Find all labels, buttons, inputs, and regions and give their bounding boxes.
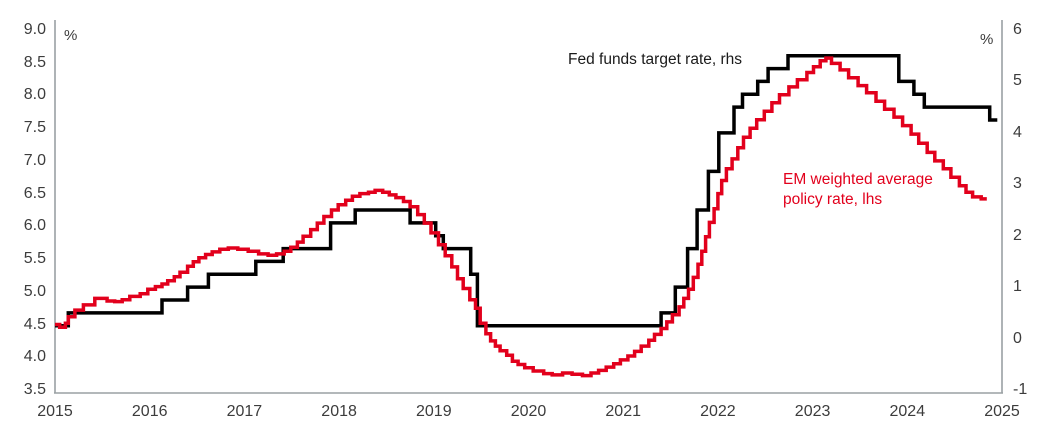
x-tick-2016: 2016: [131, 403, 168, 420]
y-left-tick-3.5: 3.5: [23, 381, 46, 398]
x-tick-2015: 2015: [37, 403, 73, 420]
x-tick-2017: 2017: [226, 403, 263, 420]
axes: [54, 20, 1003, 394]
legend-fed-funds: Fed funds target rate, rhs: [568, 51, 743, 68]
y-right-tick-6: 6: [1013, 21, 1022, 38]
x-tick-2018: 2018: [321, 403, 357, 420]
series-line-fed-funds: [55, 53, 998, 328]
x-tick-2024: 2024: [889, 403, 926, 420]
legend-em-policy-rate: EM weighted average policy rate, lhs: [783, 170, 933, 210]
legend-em-line2: policy rate, lhs: [783, 191, 883, 208]
y-right-tick-5: 5: [1013, 72, 1022, 90]
y-left-tick-5.5: 5.5: [23, 250, 46, 268]
y-right-tick-4: 4: [1013, 123, 1022, 141]
x-tick-2025: 2025: [984, 403, 1020, 420]
x-tick-2019: 2019: [416, 403, 452, 420]
y-right-tick--1: -1: [1013, 381, 1028, 398]
y-left-tick-8.0: 8.0: [23, 86, 46, 104]
y-right-tick-3: 3: [1013, 175, 1022, 193]
y-left-tick-8.5: 8.5: [23, 53, 46, 71]
y-left-tick-7.0: 7.0: [23, 151, 46, 169]
x-tick-2021: 2021: [605, 403, 641, 420]
y-left-tick-4.5: 4.5: [23, 315, 46, 333]
y-right-tick-0: 0: [1013, 329, 1022, 347]
percent-label-left: %: [64, 27, 78, 44]
y-left-tick-6.0: 6.0: [23, 217, 46, 235]
legend-em-line1: EM weighted average: [783, 171, 933, 188]
y-left-tick-6.5: 6.5: [23, 184, 46, 202]
series-line-em-policy-rate: [55, 56, 987, 378]
y-right-tick-1: 1: [1013, 278, 1022, 296]
y-left-tick-7.5: 7.5: [23, 119, 46, 137]
chart-series: [55, 53, 998, 378]
y-left-tick-4.0: 4.0: [23, 348, 46, 366]
y-left-tick-9.0: 9.0: [23, 21, 46, 38]
y-left-tick-5.0: 5.0: [23, 282, 46, 300]
x-tick-2023: 2023: [794, 403, 831, 420]
x-tick-2022: 2022: [700, 403, 736, 420]
x-tick-2020: 2020: [510, 403, 547, 420]
percent-label-right: %: [980, 31, 994, 48]
y-right-tick-2: 2: [1013, 226, 1022, 244]
